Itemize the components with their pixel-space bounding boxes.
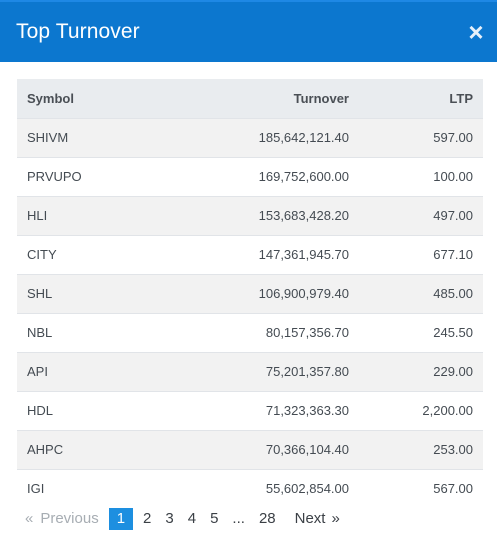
- cell-turnover: 169,752,600.00: [258, 169, 349, 184]
- table-row: SHL 106,900,979.40 485.00: [17, 274, 483, 313]
- cell-symbol[interactable]: SHL: [27, 286, 53, 301]
- close-icon[interactable]: ×: [468, 17, 484, 47]
- column-header-turnover[interactable]: Turnover: [293, 90, 349, 106]
- cell-turnover: 70,366,104.40: [265, 442, 349, 457]
- cell-symbol[interactable]: HLI: [27, 208, 48, 223]
- table-header-row: Symbol Turnover LTP: [17, 79, 483, 118]
- table-row: NBL 80,157,356.70 245.50: [17, 313, 483, 352]
- modal-header: Top Turnover ×: [0, 0, 497, 62]
- cell-ltp: 2,200.00: [422, 403, 473, 418]
- cell-turnover: 71,323,363.30: [265, 403, 349, 418]
- cell-ltp: 677.10: [433, 247, 473, 262]
- table-row: HLI 153,683,428.20 497.00: [17, 196, 483, 235]
- cell-symbol[interactable]: HDL: [27, 403, 54, 418]
- cell-symbol[interactable]: NBL: [27, 325, 53, 340]
- table-row: AHPC 70,366,104.40 253.00: [17, 430, 483, 469]
- pagination-ellipsis: ...: [232, 510, 245, 527]
- cell-turnover: 106,900,979.40: [258, 286, 349, 301]
- cell-ltp: 497.00: [433, 208, 473, 223]
- table-row: API 75,201,357.80 229.00: [17, 352, 483, 391]
- previous-button: Previous: [40, 510, 99, 527]
- cell-turnover: 153,683,428.20: [258, 208, 349, 223]
- cell-symbol[interactable]: CITY: [27, 247, 57, 262]
- cell-ltp: 567.00: [433, 480, 473, 496]
- page-button-3[interactable]: 3: [165, 510, 174, 527]
- table-row: IGI 55,602,854.00 567.00: [17, 469, 483, 507]
- cell-turnover: 80,157,356.70: [265, 325, 349, 340]
- header-accent-line: [0, 0, 497, 2]
- cell-symbol[interactable]: AHPC: [27, 442, 64, 457]
- cell-turnover: 147,361,945.70: [258, 247, 349, 262]
- cell-ltp: 100.00: [433, 169, 473, 184]
- cell-turnover: 185,642,121.40: [258, 130, 349, 145]
- page-button-5[interactable]: 5: [210, 510, 219, 527]
- table-row: SHIVM 185,642,121.40 597.00: [17, 118, 483, 157]
- table-row: CITY 147,361,945.70 677.10: [17, 235, 483, 274]
- pagination: « Previous 1 2 3 4 5 ... 28 Next »: [25, 508, 346, 530]
- cell-symbol[interactable]: PRVUPO: [27, 169, 82, 184]
- table-row: HDL 71,323,363.30 2,200.00: [17, 391, 483, 430]
- table-row: PRVUPO 169,752,600.00 100.00: [17, 157, 483, 196]
- cell-turnover: 75,201,357.80: [265, 364, 349, 379]
- page-button-28[interactable]: 28: [258, 510, 276, 527]
- next-arrow-icon[interactable]: »: [331, 510, 340, 527]
- next-button[interactable]: Next: [294, 510, 326, 527]
- cell-turnover: 55,602,854.00: [265, 480, 349, 496]
- cell-symbol[interactable]: IGI: [27, 480, 45, 496]
- cell-ltp: 253.00: [433, 442, 473, 457]
- column-header-ltp[interactable]: LTP: [449, 90, 473, 106]
- turnover-table-container: Symbol Turnover LTP SHIVM 185,642,121.40…: [17, 79, 483, 507]
- page-button-1[interactable]: 1: [108, 508, 134, 530]
- cell-ltp: 485.00: [433, 286, 473, 301]
- cell-symbol[interactable]: API: [27, 364, 48, 379]
- page-button-4[interactable]: 4: [187, 510, 197, 527]
- column-header-symbol[interactable]: Symbol: [27, 90, 74, 106]
- modal-title: Top Turnover: [16, 20, 140, 43]
- cell-ltp: 245.50: [433, 325, 473, 340]
- cell-ltp: 229.00: [433, 364, 473, 379]
- cell-symbol[interactable]: SHIVM: [27, 130, 69, 145]
- turnover-table: Symbol Turnover LTP SHIVM 185,642,121.40…: [17, 79, 483, 507]
- table-body: SHIVM 185,642,121.40 597.00 PRVUPO 169,7…: [17, 118, 483, 507]
- table-header: Symbol Turnover LTP: [17, 79, 483, 118]
- cell-ltp: 597.00: [433, 130, 473, 145]
- page-button-2[interactable]: 2: [143, 510, 152, 527]
- previous-arrow-icon: «: [25, 510, 34, 527]
